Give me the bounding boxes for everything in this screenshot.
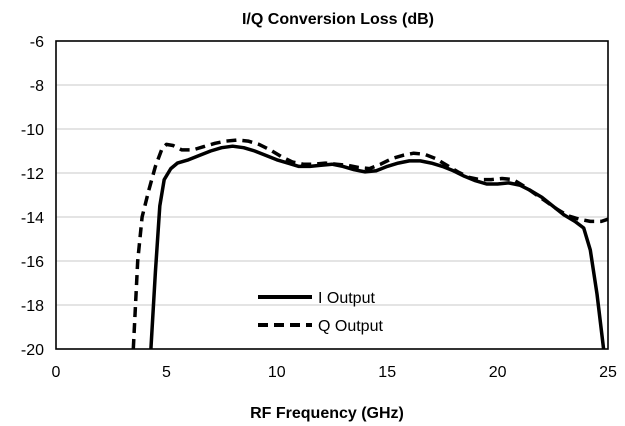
x-tick-label: 25 bbox=[599, 364, 617, 381]
y-tick-label: -6 bbox=[30, 34, 44, 51]
y-tick-label: -20 bbox=[21, 342, 44, 359]
y-tick-label: -14 bbox=[21, 210, 44, 227]
x-tick-label: 0 bbox=[52, 364, 61, 381]
y-tick-label: -12 bbox=[21, 166, 44, 183]
x-tick-label: 5 bbox=[162, 364, 171, 381]
y-tick-label: -10 bbox=[21, 122, 44, 139]
legend-label-i-output: I Output bbox=[318, 290, 375, 307]
series-line-q-output bbox=[131, 138, 609, 350]
series-lines bbox=[131, 138, 609, 350]
x-tick-label: 10 bbox=[268, 364, 286, 381]
x-tick-label: 20 bbox=[489, 364, 507, 381]
x-axis-label: RF Frequency (GHz) bbox=[250, 405, 404, 422]
y-tick-label: -18 bbox=[21, 298, 44, 315]
plot-area bbox=[55, 40, 609, 350]
x-tick-label: 15 bbox=[378, 364, 396, 381]
y-tick-label: -8 bbox=[30, 78, 44, 95]
y-tick-label: -16 bbox=[21, 254, 44, 271]
x-axis-ticks: 0 5 10 15 20 25 bbox=[52, 364, 617, 381]
y-axis-ticks: -6 -8 -10 -12 -14 -16 -18 -20 bbox=[21, 34, 44, 359]
legend: I Output Q Output bbox=[258, 290, 383, 335]
legend-label-q-output: Q Output bbox=[318, 318, 383, 335]
chart-title: I/Q Conversion Loss (dB) bbox=[242, 11, 434, 28]
gridlines bbox=[56, 40, 608, 350]
